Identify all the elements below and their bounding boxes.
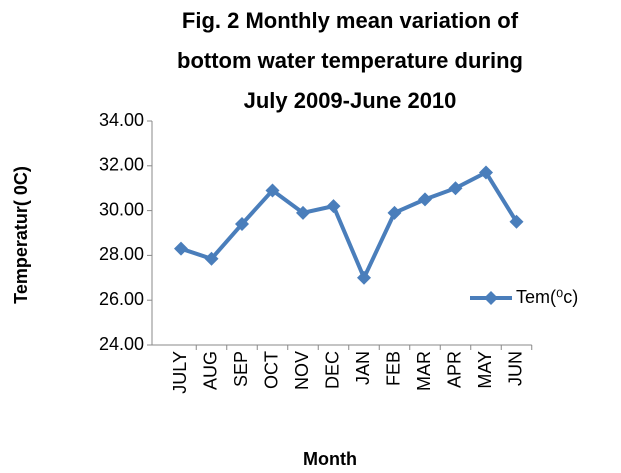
x-tick-label: MAR xyxy=(414,351,434,391)
marker xyxy=(296,205,310,220)
marker xyxy=(357,270,371,285)
x-tick-label: APR xyxy=(444,351,464,388)
x-tick-label: MAY xyxy=(475,351,495,389)
x-tick-label: JAN xyxy=(353,351,373,385)
x-tick-label: JUN xyxy=(505,351,525,386)
marker xyxy=(204,251,219,266)
marker xyxy=(418,192,432,207)
marker xyxy=(265,183,280,198)
legend-label: Tem(⁰c) xyxy=(516,287,578,307)
marker xyxy=(387,205,402,220)
x-tick-label: NOV xyxy=(292,351,312,390)
marker xyxy=(509,214,524,229)
y-tick-label: 34.00 xyxy=(99,110,144,130)
marker xyxy=(174,241,188,256)
x-tick-label: SEP xyxy=(231,351,251,387)
y-tick-label: 30.00 xyxy=(99,199,144,219)
chart-title: July 2009-June 2010 xyxy=(244,88,457,113)
y-axis-label: Temperatur( 0C) xyxy=(11,166,31,304)
y-tick-label: 24.00 xyxy=(99,334,144,354)
chart-title: Fig. 2 Monthly mean variation of xyxy=(182,8,519,33)
marker xyxy=(448,181,463,196)
x-tick-label: FEB xyxy=(383,351,403,386)
y-tick-label: 28.00 xyxy=(99,244,144,264)
marker xyxy=(326,199,341,214)
x-tick-label: JULY xyxy=(170,351,190,394)
x-axis-label: Month xyxy=(303,449,357,469)
marker xyxy=(479,165,493,180)
x-tick-label: OCT xyxy=(261,351,281,389)
line xyxy=(180,169,519,283)
marker xyxy=(484,291,498,305)
marker xyxy=(235,217,249,232)
x-tick-label: AUG xyxy=(200,351,220,390)
x-tick-label: DEC xyxy=(322,351,342,389)
y-tick-label: 26.00 xyxy=(99,289,144,309)
chart-title: bottom water temperature during xyxy=(177,48,523,73)
y-tick-label: 32.00 xyxy=(99,155,144,175)
